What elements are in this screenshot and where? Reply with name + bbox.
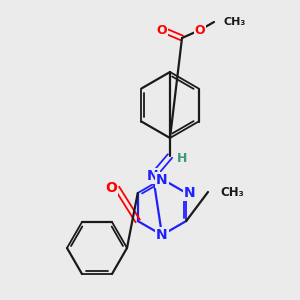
Text: O: O — [195, 25, 205, 38]
Text: CH₃: CH₃ — [220, 185, 244, 199]
Text: N: N — [156, 173, 168, 187]
Text: O: O — [157, 23, 167, 37]
Text: N: N — [147, 169, 159, 183]
Text: CH₃: CH₃ — [223, 17, 245, 27]
Text: N: N — [183, 186, 195, 200]
Text: O: O — [105, 181, 117, 195]
Text: N: N — [156, 228, 168, 242]
Text: H: H — [177, 152, 187, 164]
